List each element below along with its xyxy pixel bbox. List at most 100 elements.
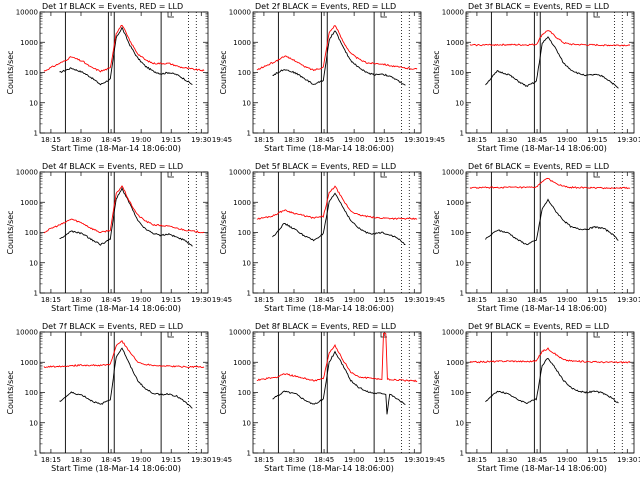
x-tick-label: 18:30 [71, 136, 91, 144]
x-tick-label: 18:45 [314, 456, 334, 464]
legend-marker [167, 332, 174, 338]
x-tick-label: 19:00 [131, 456, 151, 464]
x-tick-label: 19:15 [374, 296, 394, 304]
y-tick-label: 10 [29, 99, 38, 107]
y-tick-label: 1 [34, 130, 38, 138]
series-events-line [485, 357, 619, 404]
x-tick-label: 18:45 [527, 136, 547, 144]
x-tick-label: 18:15 [467, 296, 487, 304]
x-tick-label: 18:30 [497, 296, 517, 304]
panel-det-8: Det 8f BLACK = Events, RED = LLD 1 10 100 10… [219, 322, 445, 473]
panel-title: Det 8f BLACK = Events, RED = LLD [255, 322, 396, 331]
y-tick-label: 1000 [446, 39, 464, 47]
x-axis-title: Start Time (18-Mar-14 18:06:00) [51, 464, 181, 473]
y-tick-label: 10000 [16, 329, 38, 337]
y-tick-label: 1000 [233, 359, 251, 367]
x-axis-title: Start Time (18-Mar-14 18:06:00) [51, 304, 181, 313]
x-tick-label: 19:00 [344, 296, 364, 304]
y-tick-label: 10 [242, 99, 251, 107]
legend-marker [593, 12, 600, 18]
x-tick-label: 18:30 [71, 456, 91, 464]
panel-title: Det 2f BLACK = Events, RED = LLD [255, 2, 396, 11]
y-tick-label: 100 [238, 69, 251, 77]
y-tick-label: 1 [460, 450, 464, 458]
x-axis-title: Start Time (18-Mar-14 18:06:00) [51, 144, 181, 153]
x-tick-label: 19:15 [374, 456, 394, 464]
y-tick-label: 1000 [233, 39, 251, 47]
x-tick-label: 19:45 [212, 456, 232, 464]
y-axis-title: Counts/sec [6, 210, 15, 254]
panel-title: Det 4f BLACK = Events, RED = LLD [42, 162, 183, 171]
series-lld-line [43, 24, 205, 73]
y-tick-label: 1 [247, 130, 251, 138]
y-tick-label: 100 [451, 69, 464, 77]
x-tick-label: 19:00 [344, 136, 364, 144]
x-tick-label: 19:00 [557, 136, 577, 144]
legend-marker [167, 172, 174, 178]
series-lld-line [469, 177, 631, 190]
y-tick-label: 10000 [442, 169, 464, 177]
y-tick-label: 1 [34, 290, 38, 298]
series-events-line [59, 26, 193, 86]
panel-title: Det 1f BLACK = Events, RED = LLD [42, 2, 183, 11]
x-axis-title: Start Time (18-Mar-14 18:06:00) [264, 144, 394, 153]
series-lld-line [256, 332, 418, 383]
x-tick-label: 18:30 [71, 296, 91, 304]
x-tick-label: 19:30 [404, 296, 424, 304]
series-events-line [59, 186, 193, 247]
panel-det-5: Det 5f BLACK = Events, RED = LLD 1 10 100 10… [219, 162, 445, 313]
x-tick-label: 18:45 [101, 136, 121, 144]
y-tick-label: 10000 [229, 169, 251, 177]
x-tick-label: 18:15 [254, 296, 274, 304]
y-tick-label: 10000 [16, 169, 38, 177]
x-tick-label: 19:45 [638, 456, 640, 464]
y-tick-label: 100 [451, 389, 464, 397]
y-tick-label: 10000 [442, 9, 464, 17]
y-tick-label: 1 [34, 450, 38, 458]
legend-marker [167, 12, 174, 18]
panel-det-4: Det 4f BLACK = Events, RED = LLD 1 10 100 10… [6, 162, 232, 313]
y-tick-label: 1000 [446, 199, 464, 207]
panel-det-9: Det 9f BLACK = Events, RED = LLD 1 10 100 10… [432, 322, 640, 473]
x-tick-label: 18:15 [41, 456, 61, 464]
series-lld-line [43, 185, 205, 234]
x-tick-label: 19:00 [344, 456, 364, 464]
x-tick-label: 18:15 [467, 456, 487, 464]
series-events-line [272, 30, 406, 86]
x-tick-label: 19:15 [587, 296, 607, 304]
y-tick-label: 100 [25, 389, 38, 397]
x-tick-label: 19:45 [638, 296, 640, 304]
x-axis-title: Start Time (18-Mar-14 18:06:00) [477, 144, 607, 153]
y-tick-label: 1000 [20, 39, 38, 47]
y-tick-label: 1000 [20, 199, 38, 207]
y-tick-label: 1000 [20, 359, 38, 367]
x-tick-label: 19:30 [191, 456, 211, 464]
y-axis-title: Counts/sec [6, 50, 15, 94]
x-tick-label: 19:30 [404, 136, 424, 144]
x-tick-label: 18:15 [41, 136, 61, 144]
y-axis-title: Counts/sec [219, 210, 228, 254]
x-tick-label: 18:15 [41, 296, 61, 304]
series-events-line [272, 350, 406, 415]
series-lld-line [256, 185, 418, 220]
x-tick-label: 18:45 [314, 136, 334, 144]
y-tick-label: 1 [460, 290, 464, 298]
panel-title: Det 5f BLACK = Events, RED = LLD [255, 162, 396, 171]
series-events-line [485, 198, 619, 246]
series-lld-line [469, 347, 631, 364]
x-tick-label: 19:00 [557, 296, 577, 304]
panel-title: Det 9f BLACK = Events, RED = LLD [468, 322, 609, 331]
x-tick-label: 19:15 [374, 136, 394, 144]
x-tick-label: 18:30 [497, 456, 517, 464]
x-tick-label: 19:00 [131, 136, 151, 144]
y-tick-label: 1 [460, 130, 464, 138]
x-tick-label: 19:30 [617, 456, 637, 464]
legend-marker [380, 172, 387, 178]
panel-title: Det 6f BLACK = Events, RED = LLD [468, 162, 609, 171]
y-tick-label: 1000 [446, 359, 464, 367]
x-tick-label: 19:30 [404, 456, 424, 464]
y-axis-title: Counts/sec [219, 370, 228, 414]
x-tick-label: 19:45 [638, 136, 640, 144]
y-tick-label: 100 [25, 69, 38, 77]
